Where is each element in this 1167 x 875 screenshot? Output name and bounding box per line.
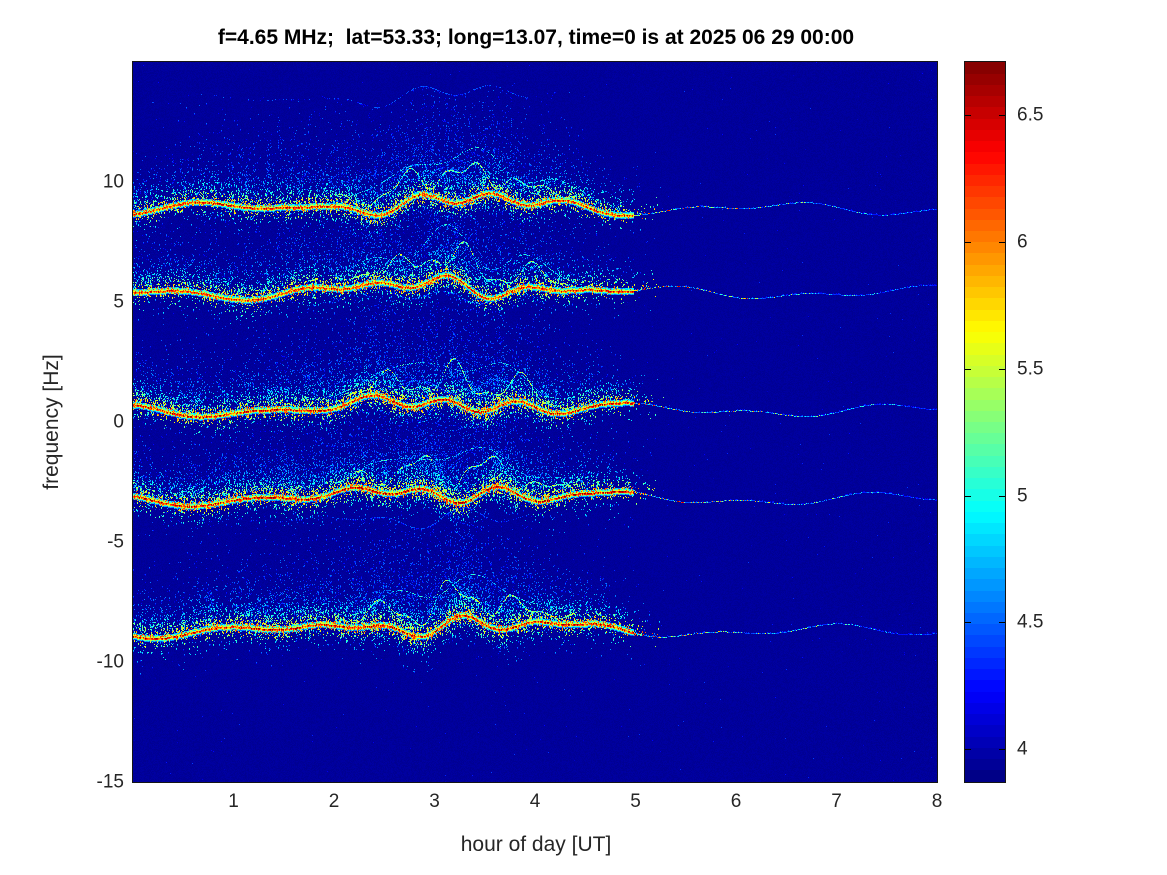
colorbar-tick-label: 4.5 bbox=[1017, 611, 1044, 633]
colorbar-tick-label: 4 bbox=[1017, 738, 1028, 760]
x-tick-label: 4 bbox=[529, 791, 541, 812]
y-tick-label: -15 bbox=[96, 771, 124, 793]
y-axis-label: frequency [Hz] bbox=[40, 354, 63, 490]
chart-title: f=4.65 MHz; lat=53.33; long=13.07, time=… bbox=[217, 26, 855, 49]
x-tick-label: 8 bbox=[931, 791, 943, 812]
x-tick-label: 7 bbox=[831, 791, 842, 812]
y-tick-label: 5 bbox=[113, 291, 124, 313]
colorbar-tick-label: 5 bbox=[1017, 485, 1028, 507]
x-tick-label: 1 bbox=[228, 791, 239, 812]
y-tick-label: -5 bbox=[107, 531, 124, 553]
x-tick-label: 6 bbox=[730, 791, 742, 812]
colorbar-tick-label: 6.5 bbox=[1017, 104, 1044, 126]
colorbar-tick-label: 6 bbox=[1017, 231, 1028, 253]
spectrogram-canvas bbox=[132, 61, 938, 783]
y-tick-label: 0 bbox=[113, 411, 124, 433]
y-tick-label: -10 bbox=[96, 651, 124, 673]
x-axis-label: hour of day [UT] bbox=[460, 833, 612, 856]
x-tick-label: 2 bbox=[328, 791, 340, 812]
x-tick-label: 3 bbox=[429, 791, 440, 812]
y-tick-label: 10 bbox=[102, 171, 124, 193]
colorbar bbox=[964, 61, 1006, 783]
colorbar-tick-label: 5.5 bbox=[1017, 358, 1044, 380]
x-tick-label: 5 bbox=[630, 791, 641, 812]
